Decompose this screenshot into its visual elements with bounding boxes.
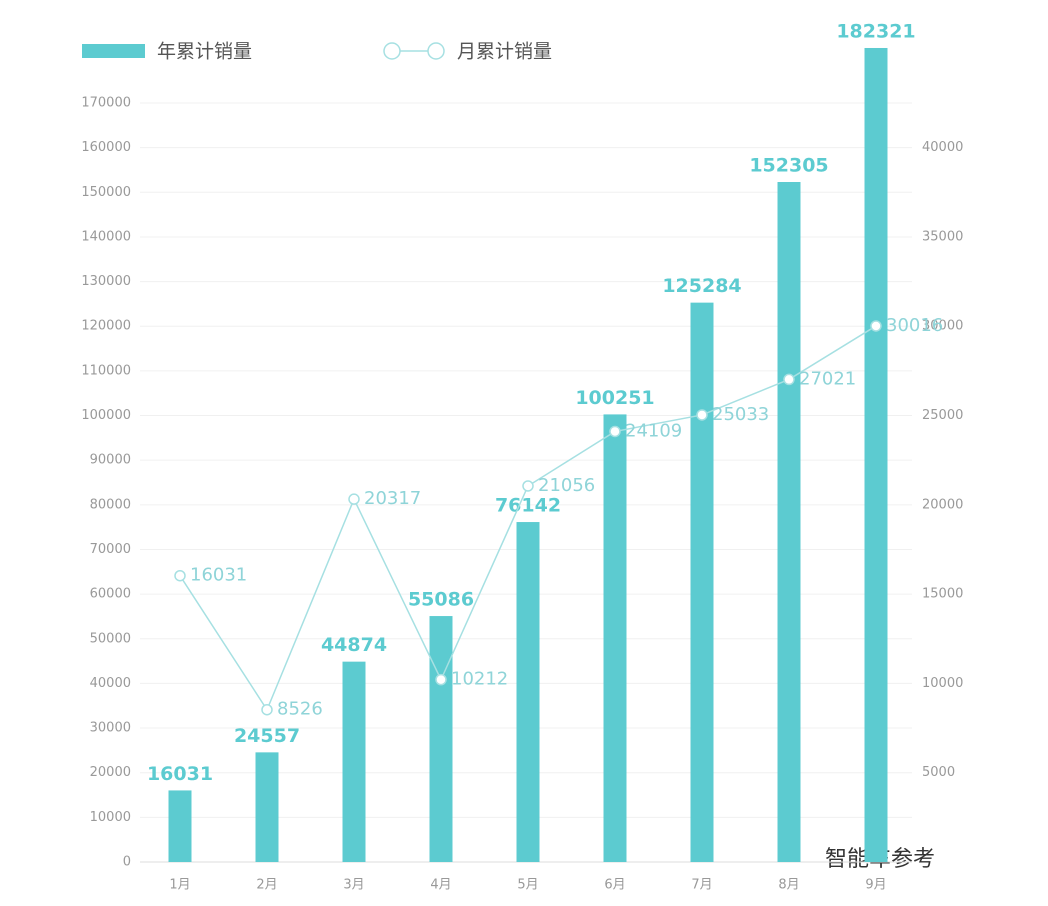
bar: [777, 182, 801, 862]
bar: [690, 302, 714, 862]
y-tick-label: 130000: [81, 274, 131, 289]
line-point: [609, 425, 621, 438]
bar: [864, 47, 888, 863]
y-tick-label: 0: [123, 855, 131, 870]
bar-value-label: 152305: [749, 155, 828, 177]
bar-value-label: 24557: [234, 725, 300, 747]
y-tick-label: 120000: [81, 319, 131, 334]
y-tick-label: 90000: [90, 453, 131, 468]
y-tick-label: 110000: [81, 363, 131, 378]
bar: [603, 414, 627, 862]
bar-value-label: 182321: [836, 20, 915, 42]
y-tick-label: 80000: [90, 497, 131, 512]
bar: [516, 522, 540, 862]
y-tick-label: 70000: [90, 542, 131, 557]
line-point: [435, 673, 447, 686]
y2-tick-label: 10000: [922, 676, 963, 691]
x-tick-label: 6月: [604, 878, 625, 893]
line-point: [870, 320, 882, 332]
x-tick-label: 3月: [343, 878, 364, 893]
legend-swatch: [82, 44, 145, 58]
y2-tick-label: 5000: [922, 765, 955, 780]
bar: [255, 752, 279, 862]
y-tick-label: 10000: [90, 810, 131, 825]
bar-value-label: 100251: [575, 387, 654, 409]
y-tick-label: 150000: [81, 185, 131, 200]
bar-value-label: 16031: [147, 763, 213, 785]
legend-label: 月累计销量: [457, 41, 552, 63]
line-value-label: 8526: [277, 699, 323, 720]
y-tick-label: 170000: [81, 96, 131, 111]
bar-value-label: 55086: [408, 589, 474, 611]
line-point: [261, 703, 273, 716]
legend-label: 年累计销量: [157, 41, 252, 63]
legend-swatch: [427, 42, 445, 60]
line-point: [174, 569, 186, 582]
y2-tick-label: 25000: [922, 408, 963, 423]
line-point: [348, 493, 360, 505]
line-value-label: 10212: [451, 669, 508, 690]
y2-tick-label: 15000: [922, 587, 963, 602]
y-tick-label: 20000: [90, 765, 131, 780]
bar: [429, 616, 453, 862]
x-tick-label: 1月: [169, 878, 190, 893]
y-tick-label: 30000: [90, 721, 131, 736]
y-tick-label: 50000: [90, 631, 131, 646]
line-value-label: 16031: [190, 565, 247, 586]
y2-tick-label: 35000: [922, 229, 963, 244]
y-tick-label: 160000: [81, 140, 131, 155]
y2-tick-label: 30000: [922, 319, 963, 334]
legend-swatch: [383, 42, 401, 60]
bar-value-label: 76142: [495, 495, 561, 517]
y-tick-label: 60000: [90, 587, 131, 602]
line-point: [522, 480, 534, 492]
line-point: [783, 373, 795, 386]
y-tick-label: 40000: [90, 676, 131, 691]
bar: [342, 661, 366, 862]
x-tick-label: 7月: [691, 878, 712, 893]
x-tick-label: 5月: [517, 878, 538, 893]
line-point: [696, 409, 708, 421]
y-tick-label: 140000: [81, 229, 131, 244]
y2-tick-label: 20000: [922, 497, 963, 512]
x-tick-label: 2月: [256, 878, 277, 893]
y2-tick-label: 40000: [922, 140, 963, 155]
bar-value-label: 44874: [321, 634, 387, 656]
bar: [168, 790, 192, 862]
line-value-label: 20317: [364, 488, 421, 509]
bar-value-label: 125284: [662, 275, 741, 297]
x-tick-label: 4月: [430, 878, 451, 893]
y-tick-label: 100000: [81, 408, 131, 423]
line-value-label: 25033: [712, 404, 769, 425]
line-value-label: 21056: [538, 475, 595, 496]
x-tick-label: 9月: [865, 878, 886, 893]
x-tick-label: 8月: [778, 878, 799, 893]
line-value-label: 30016: [886, 315, 943, 336]
line-value-label: 24109: [625, 420, 682, 441]
line-value-label: 27021: [799, 368, 856, 389]
